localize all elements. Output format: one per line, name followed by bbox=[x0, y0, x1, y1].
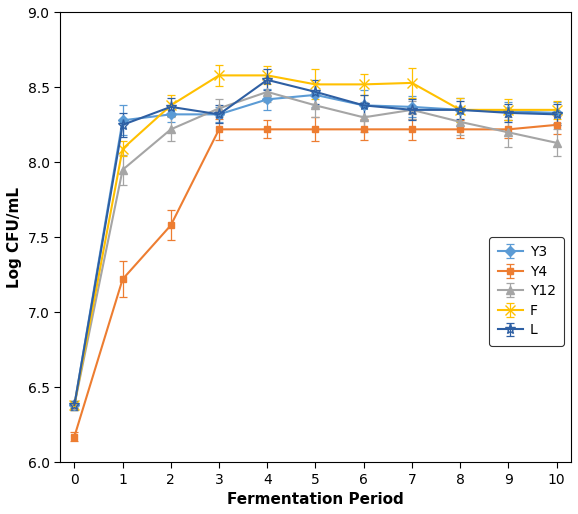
Legend: Y3, Y4, Y12, F, L: Y3, Y4, Y12, F, L bbox=[490, 237, 564, 345]
Y-axis label: Log CFU/mL: Log CFU/mL bbox=[7, 187, 22, 288]
X-axis label: Fermentation Period: Fermentation Period bbox=[227, 492, 404, 507]
